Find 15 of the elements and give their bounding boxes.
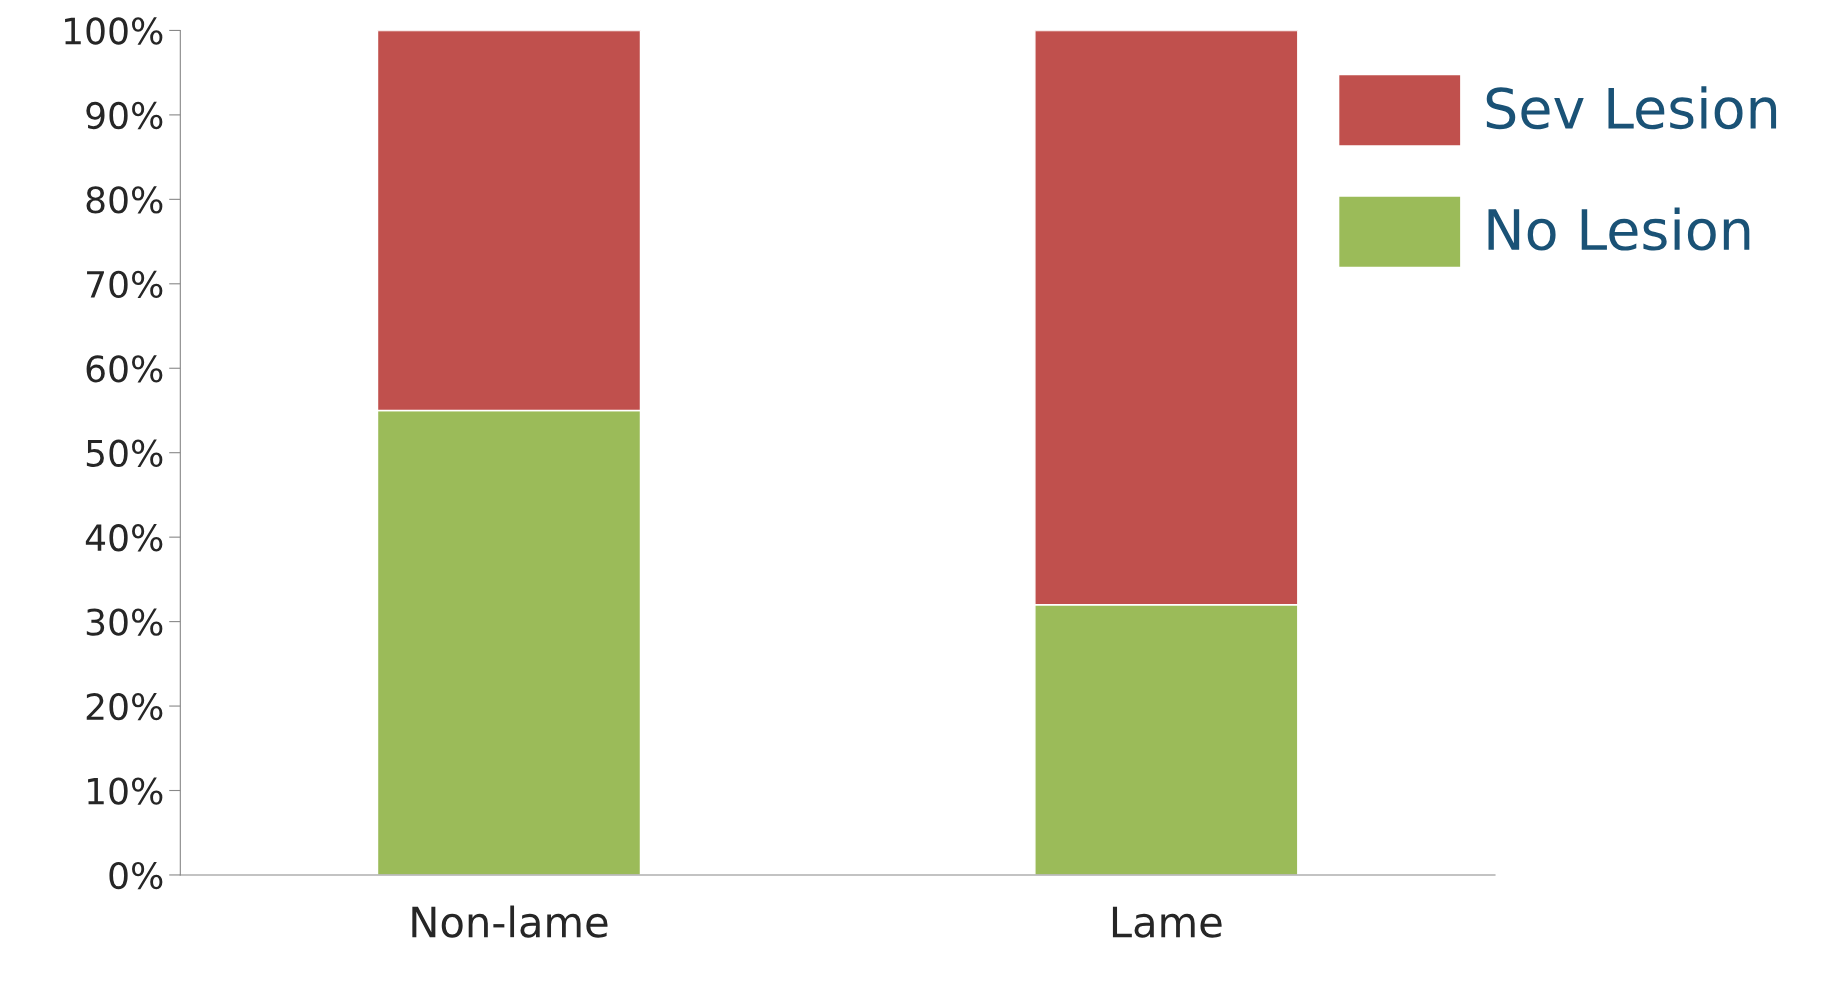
y-tick-label: 20%: [86, 692, 163, 721]
legend-label: Sev Lesion: [1486, 86, 1777, 130]
y-tick-label: 40%: [85, 524, 163, 552]
y-tick-label: 50%: [86, 439, 163, 467]
x-tick-label: Lame: [1112, 906, 1222, 938]
y-tick-label: 80%: [86, 186, 163, 214]
y-tick-label: 60%: [86, 355, 163, 383]
y-tick-label: 100%: [65, 17, 163, 45]
x-tick-label: Non-lame: [412, 905, 608, 938]
y-tick-label: 30%: [86, 608, 163, 636]
y-tick-label: 70%: [87, 270, 163, 299]
legend-label: No Lesion: [1488, 207, 1750, 251]
y-tick-label: 10%: [88, 777, 163, 805]
y-tick-label: 90%: [86, 101, 163, 130]
y-tick-label: 0%: [109, 861, 163, 890]
